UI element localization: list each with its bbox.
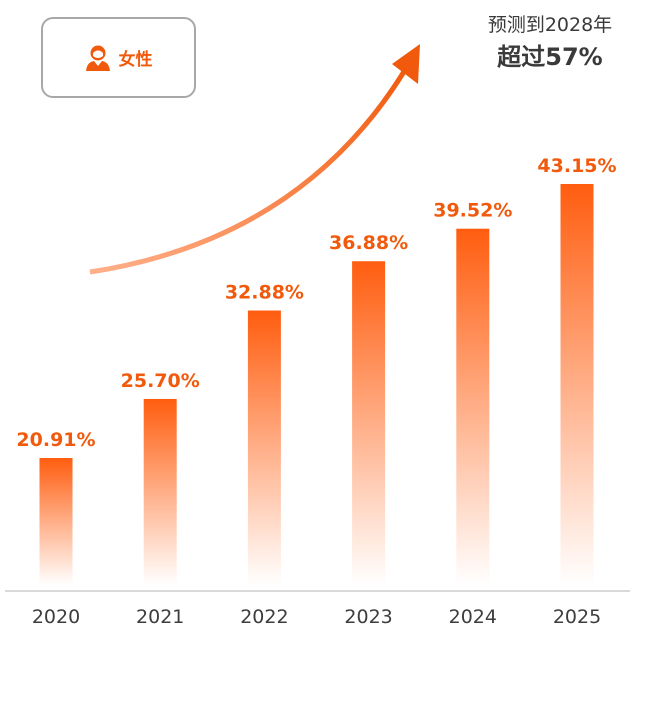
value-label: 20.91% bbox=[16, 429, 95, 451]
value-label: 43.15% bbox=[537, 155, 616, 177]
x-tick-label: 2023 bbox=[344, 606, 392, 628]
bar-2020 bbox=[39, 457, 73, 585]
value-label: 32.88% bbox=[225, 282, 304, 304]
bar-2024 bbox=[456, 228, 490, 585]
bar-2022 bbox=[247, 310, 281, 585]
badge-label: 女性 bbox=[118, 50, 153, 70]
trend-arrow bbox=[89, 68, 408, 275]
forecast-line2: 超过57% bbox=[497, 43, 603, 71]
female-user-icon bbox=[85, 45, 110, 71]
value-label: 36.88% bbox=[329, 232, 408, 254]
x-tick-label: 2025 bbox=[553, 606, 601, 628]
forecast-line1: 预测到2028年 bbox=[487, 14, 613, 36]
bar-2023 bbox=[352, 261, 386, 585]
x-tick-label: 2021 bbox=[136, 606, 184, 628]
gender-badge: 女性 bbox=[41, 17, 196, 98]
value-label: 25.70% bbox=[121, 370, 200, 392]
bar-2021 bbox=[143, 398, 177, 585]
x-tick-label: 2022 bbox=[240, 606, 288, 628]
x-tick-label: 2020 bbox=[32, 606, 80, 628]
trend-arrowhead bbox=[392, 44, 420, 84]
bar-2025 bbox=[560, 183, 594, 585]
value-label: 39.52% bbox=[433, 200, 512, 222]
x-tick-label: 2024 bbox=[449, 606, 497, 628]
forecast-note: 预测到2028年 超过57% bbox=[470, 10, 630, 72]
